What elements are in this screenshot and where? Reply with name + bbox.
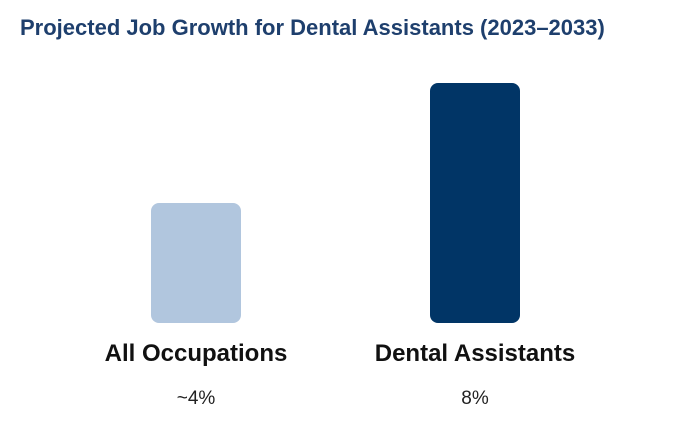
value-label: 8% <box>461 388 489 409</box>
chart-title: Projected Job Growth for Dental Assistan… <box>20 15 605 40</box>
bar-all-occupations <box>151 203 241 323</box>
bar-group <box>151 83 520 323</box>
bar-dental-assistants <box>430 83 520 323</box>
value-label: ~4% <box>176 388 216 409</box>
category-label: Dental Assistants <box>374 340 576 367</box>
category-label: All Occupations <box>104 340 288 367</box>
